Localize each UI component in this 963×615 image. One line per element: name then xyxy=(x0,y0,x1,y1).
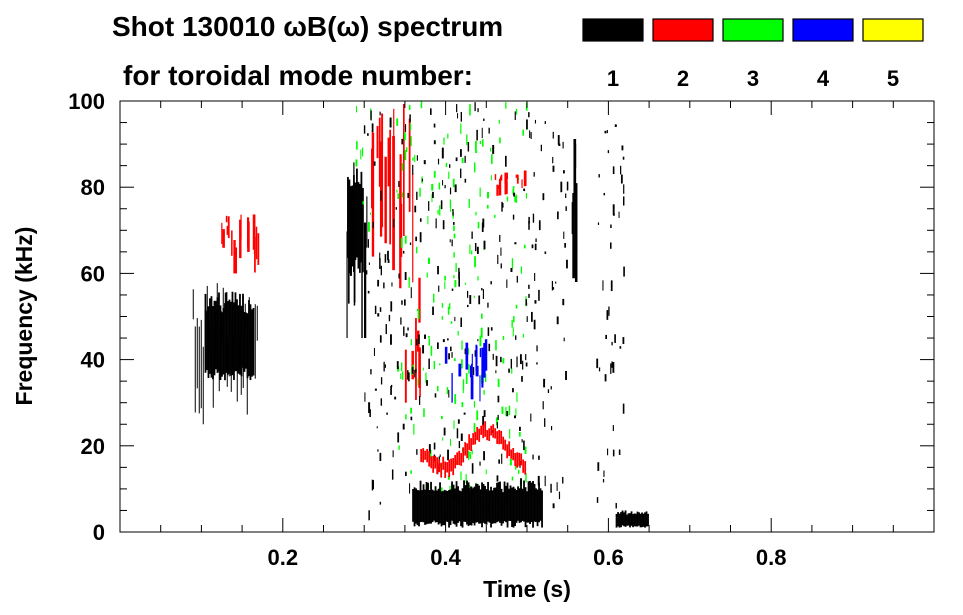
spectrum-region-mode-2 xyxy=(221,214,260,274)
legend: 1 2 3 4 5 xyxy=(582,18,924,91)
spectrum-region-mode-1 xyxy=(347,168,364,274)
y-tick-label: 100 xyxy=(68,89,105,114)
axes: 0.2 0.4 0.6 0.8 0 20 40 60 80 100 xyxy=(68,89,935,570)
spectrum-region-mode-2 xyxy=(371,103,414,289)
legend-swatch-2 xyxy=(652,18,714,42)
y-axis-label: Frequency (kHz) xyxy=(11,227,37,406)
legend-swatch-1 xyxy=(582,18,644,42)
y-tick-label: 0 xyxy=(93,520,105,545)
legend-label-4: 4 xyxy=(817,66,830,91)
legend-label-2: 2 xyxy=(677,66,689,91)
spectrum-region-mode-2 xyxy=(404,277,421,403)
spectrum-region-mode-1 xyxy=(571,138,578,283)
spectrum-region-mode-4 xyxy=(444,339,488,403)
y-tick-label: 60 xyxy=(81,261,105,286)
spectrum-region-mode-2 xyxy=(420,421,527,478)
y-tick-label: 40 xyxy=(81,348,105,373)
chart-title-line2: for toroidal mode number: xyxy=(123,60,473,91)
x-tick-label: 0.2 xyxy=(268,545,299,570)
legend-swatch-4 xyxy=(792,18,854,42)
legend-label-1: 1 xyxy=(607,66,619,91)
spectrum-region-mode-1 xyxy=(596,124,625,509)
spectrum-region-mode-1 xyxy=(615,510,649,528)
x-tick-label: 0.6 xyxy=(593,545,624,570)
legend-label-5: 5 xyxy=(887,66,899,91)
spectrum-region-mode-2 xyxy=(494,170,527,196)
x-tick-label: 0.8 xyxy=(756,545,787,570)
y-tick-label: 80 xyxy=(81,175,105,200)
x-axis-label: Time (s) xyxy=(483,576,571,602)
spectrum-region-mode-3 xyxy=(396,101,528,496)
spectrum-region-mode-1 xyxy=(204,291,255,381)
spectrum-marks xyxy=(192,101,649,528)
spectrum-region-mode-1 xyxy=(363,102,569,521)
chart-title-line1: Shot 130010 ωB(ω) spectrum xyxy=(112,11,503,42)
y-tick-label: 20 xyxy=(81,434,105,459)
spectrum-region-mode-1 xyxy=(412,480,543,528)
legend-label-3: 3 xyxy=(747,66,759,91)
x-tick-label: 0.4 xyxy=(430,545,461,570)
legend-swatch-5 xyxy=(862,18,924,42)
legend-swatch-3 xyxy=(722,18,784,42)
